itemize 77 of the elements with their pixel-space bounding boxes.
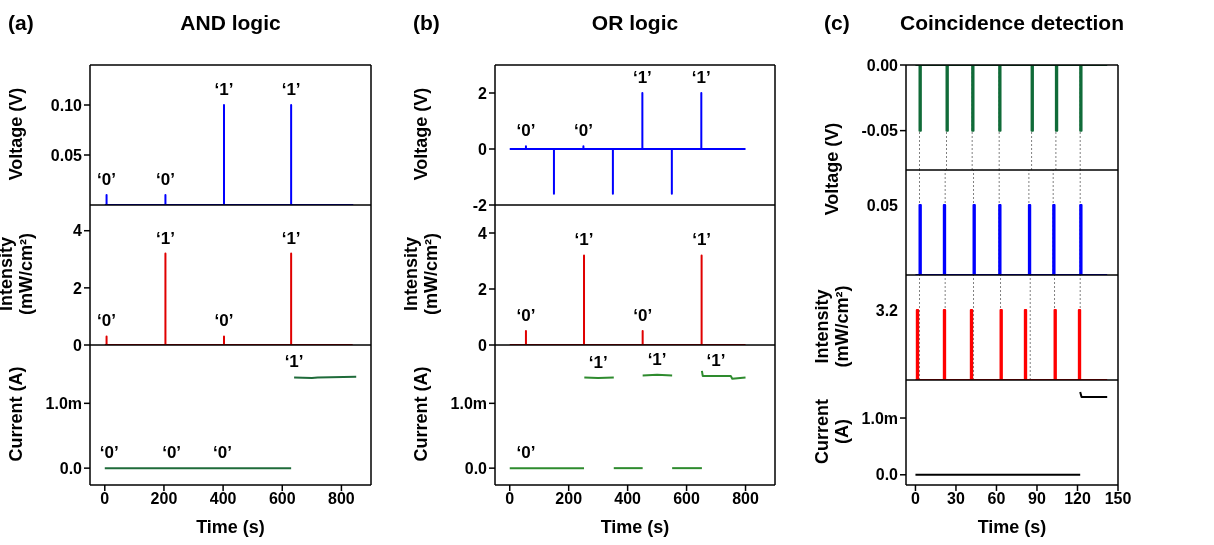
annotation: ‘1’	[155, 228, 175, 248]
y-tick-label: 4	[478, 224, 488, 242]
annotation: ‘0’	[516, 443, 536, 463]
y-tick-label: 2	[478, 84, 488, 102]
x-tick-label: 120	[1064, 490, 1091, 508]
text: (b)	[413, 11, 440, 34]
y-tick-label: 0	[478, 140, 488, 158]
annotation: ‘0’	[573, 121, 593, 141]
y-axis-title: Intensity (mW/cm²)	[812, 285, 852, 368]
y-tick-label: 2	[73, 279, 83, 297]
y-axis-title: Intensity (mW/cm²)	[401, 233, 441, 315]
annotation: ‘0’	[214, 311, 234, 331]
x-tick-label: 400	[209, 490, 237, 508]
annotation: ‘0’	[155, 170, 175, 189]
annotation: ‘1’	[574, 230, 594, 250]
y-tick-label: 1.0m	[450, 395, 487, 413]
y-tick-label: 0.0	[875, 466, 899, 484]
y-tick-label: 0.0	[59, 459, 83, 477]
y-tick-label: 0	[73, 336, 83, 354]
annotation: ‘0’	[162, 443, 182, 463]
x-tick-label: 0	[505, 490, 515, 508]
x-tick-label: 800	[328, 490, 355, 508]
y-tick-label: -0.05	[861, 122, 899, 140]
y-axis-title: Current (A)	[6, 366, 26, 462]
chart-title: Coincidence detection	[899, 11, 1125, 34]
x-tick-label: 30	[947, 490, 965, 508]
x-tick-label: 400	[614, 490, 642, 508]
annotation: ‘1’	[281, 228, 301, 248]
annotation: ‘0’	[516, 306, 536, 325]
y-axis-title: Current (A)	[411, 366, 431, 462]
y-axis-title: Voltage (V)	[822, 122, 842, 216]
annotation: ‘1’	[647, 349, 667, 369]
x-axis-title: Time (s)	[196, 517, 265, 537]
x-tick-label: 600	[268, 490, 296, 508]
y-axis-title: Current (A)	[812, 398, 852, 465]
annotation: ‘1’	[281, 80, 301, 99]
x-tick-label: 150	[1104, 490, 1132, 508]
annotation: ‘0’	[99, 443, 119, 463]
chart-title: AND logic	[180, 11, 281, 34]
annotation: ‘1’	[588, 353, 608, 373]
annotation: ‘0’	[516, 121, 536, 141]
x-tick-label: 200	[150, 490, 178, 508]
annotation: ‘0’	[97, 311, 117, 331]
annotation: ‘1’	[632, 68, 652, 87]
y-tick-label: -2	[472, 196, 488, 214]
x-tick-label: 800	[732, 490, 759, 508]
y-tick-label: 0.0	[464, 459, 488, 477]
x-tick-label: 0	[100, 490, 110, 508]
y-tick-label: 2	[478, 280, 488, 298]
y-tick-label: 4	[73, 222, 83, 240]
x-tick-label: 600	[673, 490, 701, 508]
text: (a)	[8, 11, 34, 34]
x-tick-label: 60	[987, 490, 1006, 508]
y-axis-title: Voltage (V)	[6, 87, 26, 181]
y-axis-title: Voltage (V)	[411, 87, 431, 181]
y-tick-label: 1.0m	[45, 395, 82, 413]
x-axis-title: Time (s)	[600, 517, 670, 537]
annotation: ‘1’	[706, 351, 726, 371]
y-tick-label: 0.10	[50, 96, 83, 114]
annotation: ‘1’	[284, 352, 304, 372]
chart-title: OR logic	[591, 11, 679, 34]
annotation: ‘0’	[633, 306, 653, 325]
annotation: ‘0’	[213, 443, 232, 463]
x-tick-label: 90	[1028, 490, 1046, 508]
text: (c)	[824, 11, 850, 34]
annotation: ‘1’	[691, 68, 711, 87]
y-tick-label: 1.0m	[861, 409, 898, 427]
y-tick-label: 0.05	[50, 146, 83, 164]
text: 3.2	[875, 301, 899, 319]
y-tick-label: 0	[478, 336, 488, 354]
annotation: ‘0’	[97, 170, 117, 189]
x-tick-label: 0	[911, 490, 920, 508]
y-tick-label: 0.00	[866, 56, 899, 74]
annotation: ‘1’	[214, 80, 234, 99]
x-axis-title: Time (s)	[977, 517, 1047, 537]
annotation: ‘1’	[692, 230, 712, 250]
x-tick-label: 200	[555, 490, 583, 508]
